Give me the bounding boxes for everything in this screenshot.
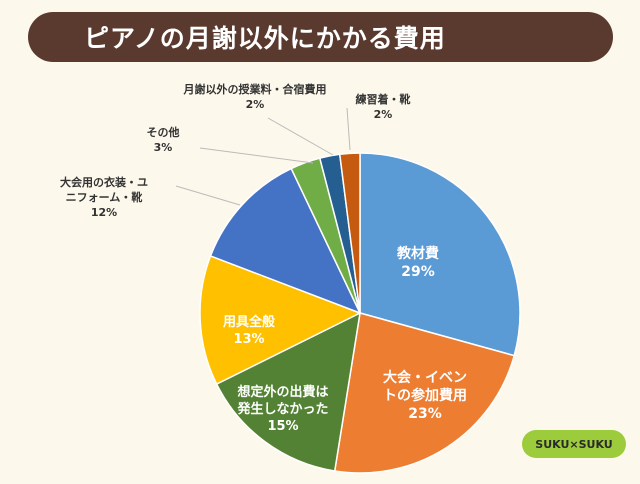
page-title: ピアノの月謝以外にかかる費用 xyxy=(84,24,446,53)
slice-label: 練習着・靴 2% xyxy=(356,92,411,121)
pie-slice xyxy=(199,254,362,386)
leader-line xyxy=(267,117,334,156)
slice-label: 大会用の衣装・ユニフォーム・靴 12% xyxy=(60,175,148,219)
slice-label: その他 3% xyxy=(147,125,180,154)
pie-slice xyxy=(359,152,521,357)
slice-label: 月謝以外の授業料・合宿費用 2% xyxy=(183,82,327,111)
slice-label: 教材費 29% xyxy=(397,245,439,280)
suku-suku-logo: SUKU×SUKU xyxy=(522,430,626,458)
leader-line xyxy=(346,107,351,151)
title-bar: ピアノの月謝以外にかかる費用 xyxy=(28,12,613,62)
slice-label: 大会・イベントの参加費用 23% xyxy=(383,369,467,422)
pie-slice xyxy=(215,311,361,472)
pie-slice xyxy=(338,152,361,314)
logo-text: SUKU×SUKU xyxy=(535,437,613,451)
slice-label: 想定外の出費は発生しなかった 15% xyxy=(236,384,328,434)
pie-slice xyxy=(209,167,362,315)
slice-label: 用具全般 13% xyxy=(222,314,275,347)
pie-slice xyxy=(333,312,516,474)
leader-line xyxy=(199,147,314,164)
leader-line xyxy=(175,185,241,206)
